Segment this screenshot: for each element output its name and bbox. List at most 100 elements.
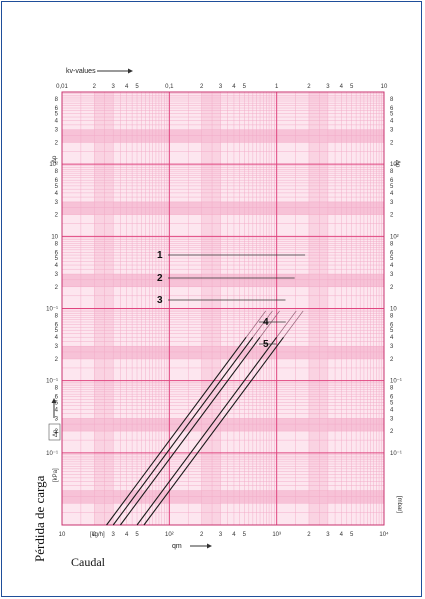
left-tick-label-minor: 5 <box>55 184 59 190</box>
right-tick-label-major: 10⁻¹ <box>390 379 402 385</box>
bottom-tick-label: 5 <box>243 532 247 538</box>
bottom-axis-arrow-head <box>207 543 212 549</box>
bottom-tick-label: 2 <box>307 532 311 538</box>
left-tick-label-minor: 4 <box>55 191 59 197</box>
left-tick-label-minor: 3 <box>55 128 59 134</box>
right-tick-label-minor: 8 <box>390 241 394 247</box>
top-tick-label: 0,01 <box>56 84 68 90</box>
bottom-outer-label: Caudal <box>71 555 106 569</box>
right-tick-label-minor: 3 <box>390 344 394 350</box>
right-axis-ticks: 10³10²1010⁻¹10⁻¹865432865432865432865432… <box>390 97 402 457</box>
left-axis-label: Δp <box>53 429 59 437</box>
series-line-extension <box>283 310 304 338</box>
top-tick-label: 5 <box>135 84 139 90</box>
left-tick-label-major: 10 <box>51 234 58 240</box>
right-tick-label-minor: 2 <box>390 357 394 363</box>
series-leader-lines <box>168 254 306 345</box>
top-axis-label: kv-values <box>66 68 96 75</box>
left-tick-label-minor: 5 <box>55 112 59 118</box>
left-tick-label-minor: 5 <box>55 256 59 262</box>
bottom-axis-unit: [kg/h] <box>90 532 105 538</box>
top-tick-label: 10 <box>381 84 388 90</box>
right-tick-label-minor: 6 <box>390 250 394 256</box>
bottom-tick-label: 4 <box>232 532 236 538</box>
right-axis-unit: [mbar] <box>396 496 402 513</box>
bottom-tick-label: 10² <box>165 532 174 538</box>
left-tick-label-minor: 5 <box>55 328 59 334</box>
left-tick-label-minor: 8 <box>55 241 59 247</box>
left-tick-label-minor: 2 <box>55 140 59 146</box>
left-axis-unit: [kPa] <box>53 468 59 482</box>
left-tick-label-minor: 3 <box>55 200 59 206</box>
left-tick-label-major: 10⁻¹ <box>46 307 58 313</box>
top-axis-arrow-head <box>128 68 133 74</box>
left-tick-label-minor: 2 <box>55 213 59 219</box>
right-tick-label-minor: 5 <box>390 256 394 262</box>
left-tick-label-minor: 3 <box>55 344 59 350</box>
left-tick-label-minor: 2 <box>55 357 59 363</box>
top-tick-label: 3 <box>219 84 223 90</box>
series-label-5: 5 <box>263 339 269 350</box>
left-tick-label-minor: 4 <box>55 407 59 413</box>
left-axis-label-top: Δp <box>52 155 58 163</box>
bottom-tick-label: 3 <box>112 532 116 538</box>
left-axis-ticks: 10²1010⁻¹10⁻¹10⁻¹86543286543286543286543… <box>46 97 59 457</box>
right-tick-label-minor: 3 <box>390 416 394 422</box>
right-tick-label-minor: 5 <box>390 112 394 118</box>
series-line-extension <box>252 310 273 338</box>
series-line-extension <box>259 310 280 338</box>
bottom-axis-label: qm <box>172 543 182 550</box>
left-tick-label-minor: 2 <box>55 429 59 435</box>
grid-band <box>62 274 384 287</box>
bottom-tick-label: 2 <box>93 532 97 538</box>
right-tick-label-minor: 4 <box>390 263 394 269</box>
right-tick-label-minor: 2 <box>390 285 394 291</box>
right-tick-label-minor: 8 <box>390 97 394 103</box>
series-line-extension <box>245 310 267 338</box>
top-tick-label: 5 <box>243 84 247 90</box>
left-tick-label-minor: 8 <box>55 313 59 319</box>
series-line-3 <box>119 336 261 526</box>
right-tick-label-minor: 5 <box>390 184 394 190</box>
bottom-axis-ticks: 10 2 3 4 5 10² 2 3 4 5 10³ 2 3 4 5 10⁴ <box>59 531 389 538</box>
grid-band <box>62 346 384 359</box>
right-tick-label-minor: 4 <box>390 119 394 125</box>
bottom-tick-label: 10 <box>59 532 66 538</box>
left-tick-label-minor: 4 <box>55 335 59 341</box>
left-tick-label-minor: 3 <box>55 272 59 278</box>
right-tick-label-minor: 8 <box>390 386 394 392</box>
left-tick-label-major: 10⁻¹ <box>46 379 58 385</box>
right-tick-label-minor: 6 <box>390 106 394 112</box>
left-axis-label-box <box>48 423 61 441</box>
plot-border <box>61 91 385 526</box>
left-tick-label-minor: 8 <box>55 386 59 392</box>
left-tick-label-minor: 6 <box>55 323 59 329</box>
right-tick-label-minor: 8 <box>390 169 394 175</box>
left-axis-arrow-head <box>51 398 57 403</box>
top-tick-label: 4 <box>340 84 344 90</box>
right-tick-label-minor: 5 <box>390 400 394 406</box>
series-labels: 1 2 3 4 5 <box>157 250 269 350</box>
series-label-3: 3 <box>157 295 163 306</box>
right-tick-label-minor: 8 <box>390 313 394 319</box>
right-tick-label-minor: 2 <box>390 213 394 219</box>
bottom-tick-label: 3 <box>219 532 223 538</box>
grid-band <box>62 201 384 215</box>
bottom-tick-label: 5 <box>350 532 354 538</box>
right-tick-label-minor: 4 <box>390 191 394 197</box>
left-tick-label-minor: 6 <box>55 395 59 401</box>
left-tick-label-minor: 3 <box>55 416 59 422</box>
right-tick-label-major: 10⁻¹ <box>390 451 402 457</box>
right-tick-label-minor: 2 <box>390 429 394 435</box>
series-lines <box>106 310 304 526</box>
left-tick-label-minor: 2 <box>55 285 59 291</box>
bottom-tick-label: 4 <box>340 532 344 538</box>
left-tick-label-minor: 5 <box>55 400 59 406</box>
top-tick-label: 2 <box>200 84 204 90</box>
series-label-2: 2 <box>157 273 163 284</box>
left-tick-label-major: 10⁻¹ <box>46 451 58 457</box>
series-line-4 <box>136 336 278 526</box>
right-tick-label-minor: 3 <box>390 128 394 134</box>
top-tick-label: 3 <box>326 84 330 90</box>
